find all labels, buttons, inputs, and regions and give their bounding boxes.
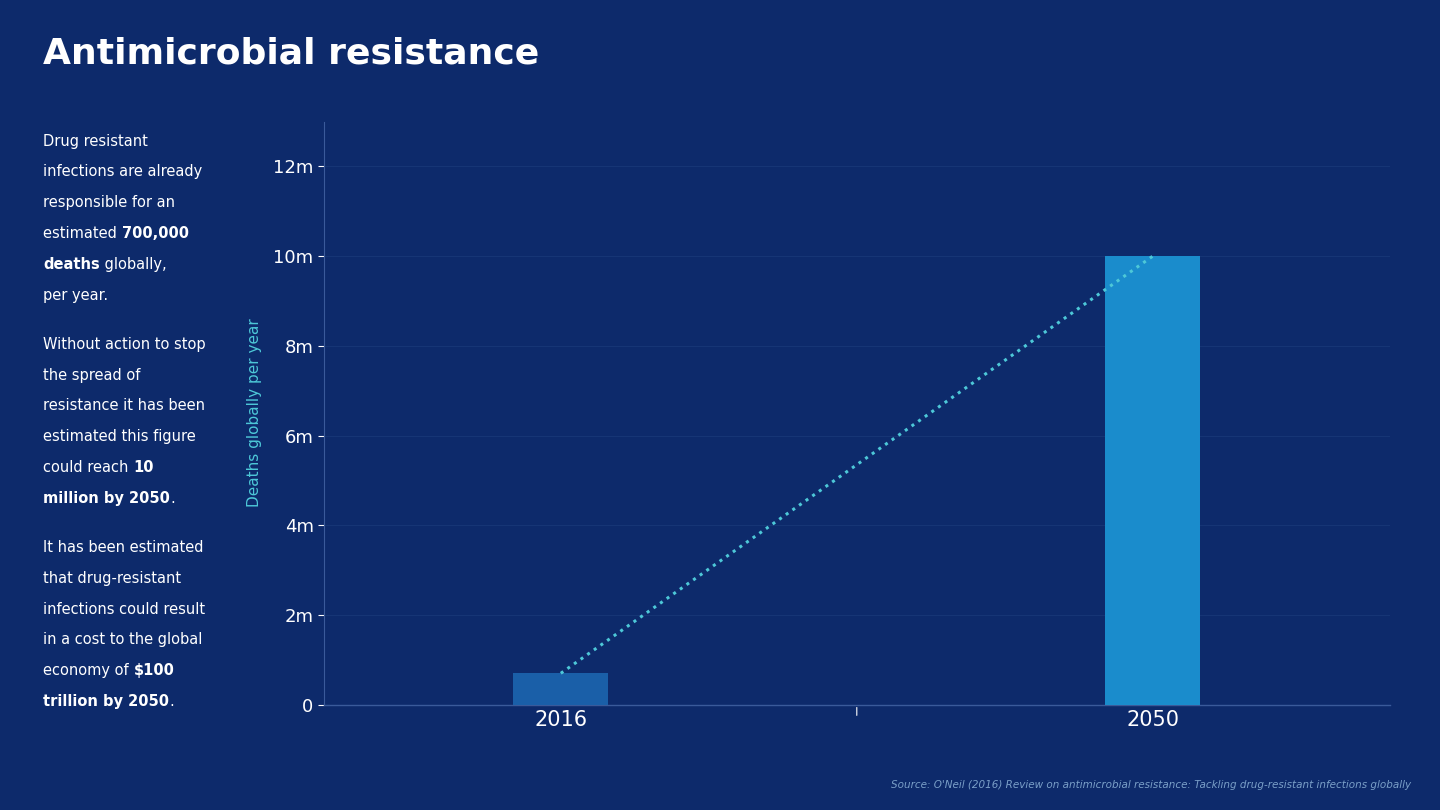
Text: in a cost to the global: in a cost to the global	[43, 633, 203, 647]
Bar	[514, 673, 608, 705]
Text: responsible for an: responsible for an	[43, 195, 176, 211]
Y-axis label: Deaths globally per year: Deaths globally per year	[248, 318, 262, 508]
Bar	[1106, 256, 1200, 705]
Text: trillion by 2050: trillion by 2050	[43, 694, 170, 709]
Text: 10: 10	[132, 460, 154, 475]
Text: million by 2050: million by 2050	[43, 491, 170, 505]
Text: It has been estimated: It has been estimated	[43, 540, 203, 555]
Text: $100: $100	[134, 663, 174, 678]
Text: Without action to stop: Without action to stop	[43, 337, 206, 352]
Text: Antimicrobial resistance: Antimicrobial resistance	[43, 36, 540, 70]
Text: infections could result: infections could result	[43, 602, 206, 616]
Text: resistance it has been: resistance it has been	[43, 399, 204, 413]
Text: .: .	[170, 694, 174, 709]
Text: estimated this figure: estimated this figure	[43, 429, 196, 444]
Text: per year.: per year.	[43, 288, 108, 303]
Text: Source: O'Neil (2016) Review on antimicrobial resistance: Tackling drug-resistan: Source: O'Neil (2016) Review on antimicr…	[891, 780, 1411, 790]
Text: .: .	[170, 491, 174, 505]
Text: Drug resistant: Drug resistant	[43, 134, 148, 149]
Text: could reach: could reach	[43, 460, 132, 475]
Text: 700,000: 700,000	[122, 226, 189, 241]
Text: globally,: globally,	[99, 257, 167, 272]
Text: the spread of: the spread of	[43, 368, 141, 382]
Text: deaths: deaths	[43, 257, 99, 272]
Text: economy of: economy of	[43, 663, 134, 678]
Text: estimated: estimated	[43, 226, 122, 241]
Text: infections are already: infections are already	[43, 164, 203, 180]
Text: that drug-resistant: that drug-resistant	[43, 571, 181, 586]
